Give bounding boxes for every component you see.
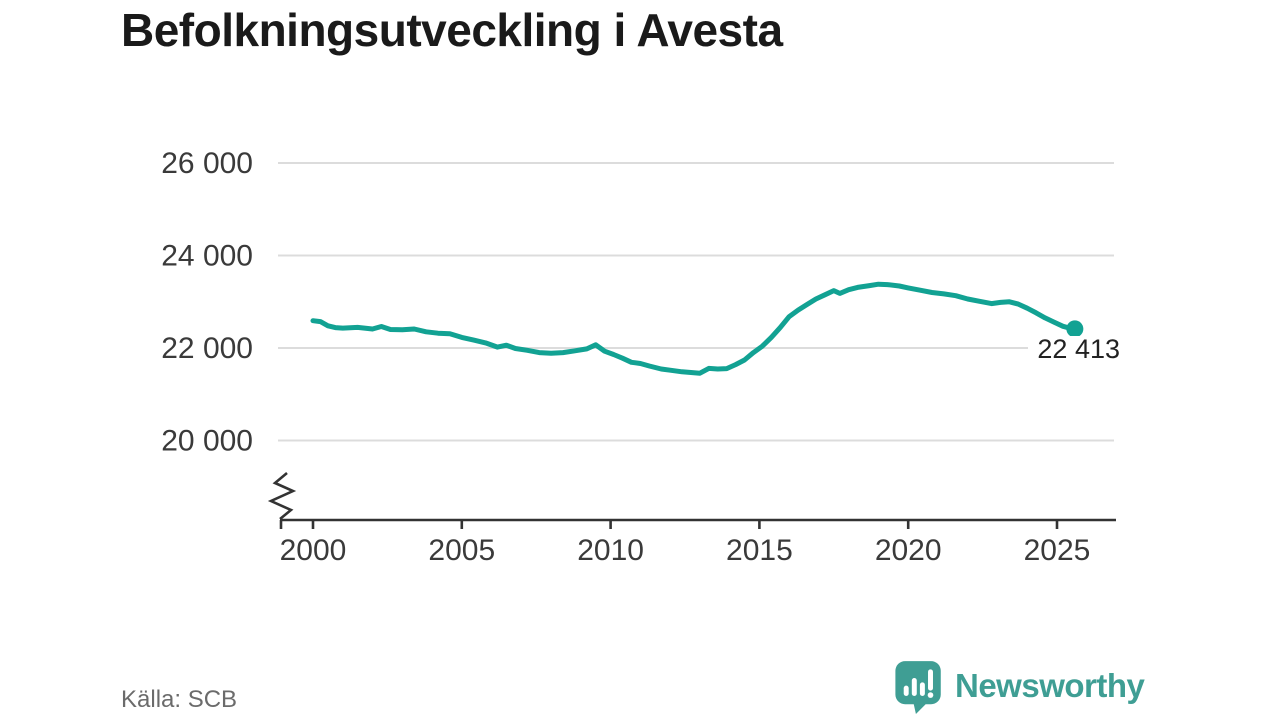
population-line-path — [310, 281, 1078, 376]
end-value-label: 22 413 — [1037, 334, 1120, 364]
page-title: Befolkningsutveckling i Avesta — [121, 4, 783, 56]
end-point-dot — [1066, 320, 1084, 338]
population-line-chart: 26 000 24 000 22 000 20 000 2000 2005 2010 201… — [161, 147, 1124, 567]
x-tick-label: 2015 — [726, 534, 793, 567]
y-tick-label: 24 000 — [161, 240, 253, 273]
x-tick-label: 2005 — [428, 534, 495, 567]
axis-break-glyph — [267, 472, 297, 521]
axis-break-squiggle — [267, 472, 297, 521]
x-tick-label: 2020 — [875, 534, 942, 567]
source-note: Källa: SCB — [121, 686, 238, 713]
x-tick-label: 2000 — [280, 534, 347, 567]
gridlines — [278, 162, 1114, 442]
x-tick-label: 2025 — [1024, 534, 1091, 567]
newsworthy-logo: Newsworthy — [893, 660, 1145, 714]
newsworthy-bubble-chart-icon — [895, 661, 941, 714]
population-line — [310, 281, 1084, 376]
y-tick-label: 20 000 — [161, 425, 253, 458]
x-tick-label: 2010 — [577, 534, 644, 567]
brand-wordmark: Newsworthy — [955, 667, 1145, 704]
speech-bubble-shape — [895, 661, 941, 714]
end-value-annotation: 22 413 — [1028, 334, 1124, 364]
y-tick-label: 22 000 — [161, 332, 253, 365]
y-tick-label: 26 000 — [161, 147, 253, 180]
annotation-backing — [1028, 336, 1124, 363]
bar-chart-glyph — [903, 669, 933, 696]
x-axis-labels: 2000 2005 2010 2015 2020 2025 — [280, 534, 1091, 567]
y-axis-labels: 26 000 24 000 22 000 20 000 — [161, 147, 253, 458]
x-axis — [279, 518, 1116, 529]
exclamation-dot — [927, 692, 934, 698]
